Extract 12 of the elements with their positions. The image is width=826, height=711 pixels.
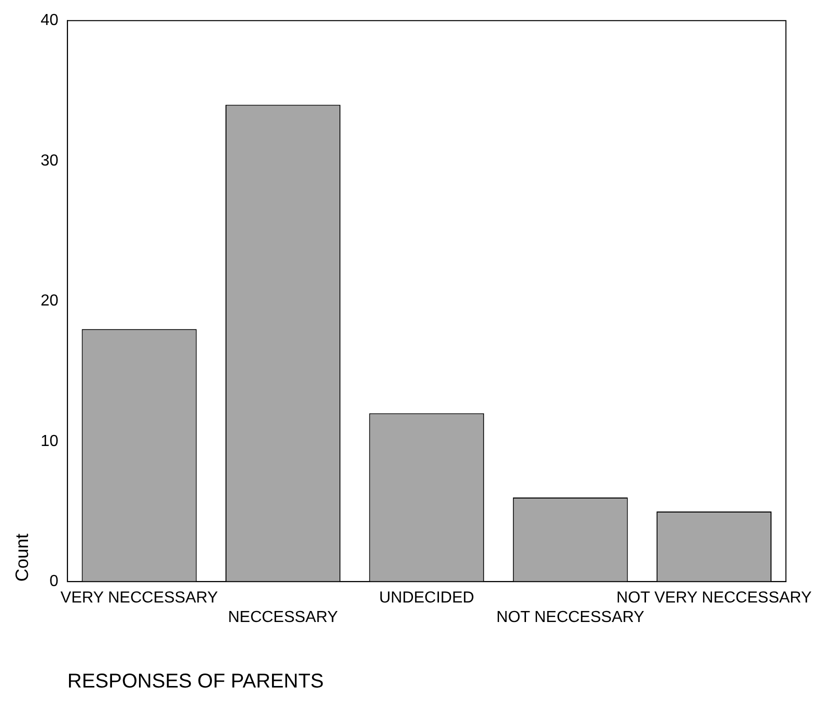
x-tick-label: NOT NECCESSARY — [496, 608, 645, 626]
x-tick-label: NOT VERY NECCESSARY — [616, 590, 812, 607]
y-tick-label: 30 — [40, 152, 58, 170]
x-tick-label: NECCESSARY — [228, 608, 338, 626]
y-tick-label: 20 — [40, 292, 58, 310]
y-tick-label: 40 — [40, 12, 58, 30]
x-tick-label: UNDECIDED — [379, 590, 474, 607]
x-tick-label: VERY NECCESSARY — [60, 590, 218, 607]
x-axis-title: RESPONSES OF PARENTS — [67, 670, 324, 693]
y-tick-label: 10 — [40, 432, 58, 450]
y-tick-label: 0 — [49, 573, 58, 590]
y-axis-title: Count — [12, 534, 32, 582]
